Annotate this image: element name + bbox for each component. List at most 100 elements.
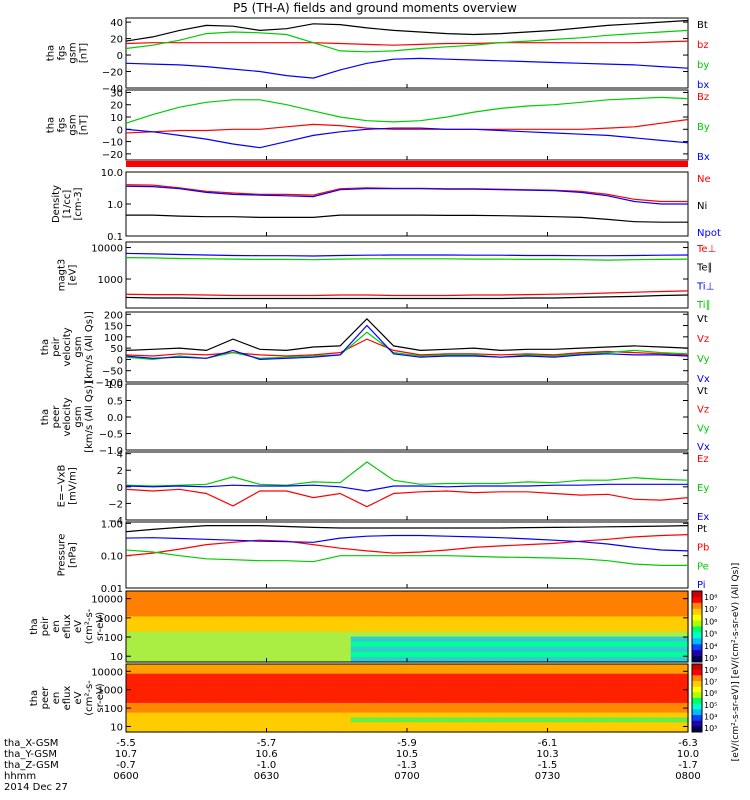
y-axis-label: (cm²-s-	[84, 680, 95, 716]
heatmap-cell	[308, 621, 324, 628]
heatmap-cell	[435, 722, 450, 728]
heatmap-cell	[505, 688, 521, 694]
heatmap-cell	[182, 591, 197, 597]
heatmap-cell	[182, 673, 197, 680]
heatmap-cell	[477, 727, 492, 733]
heatmap-cell	[280, 664, 296, 670]
heatmap-cell	[224, 668, 240, 675]
heatmap-cell	[210, 727, 225, 733]
y-tick-label: 2	[117, 466, 123, 477]
heatmap-cell	[336, 698, 352, 704]
heatmap-cell	[463, 683, 478, 689]
heatmap-cell	[182, 727, 197, 733]
heatmap-cell	[674, 616, 689, 623]
heatmap-cell	[674, 664, 689, 670]
y-axis-label: [nPa]	[68, 542, 79, 568]
heatmap-cell	[182, 606, 197, 612]
heatmap-cell	[561, 611, 577, 617]
heatmap-cell	[294, 626, 310, 633]
heatmap-cell	[659, 621, 675, 628]
heatmap-cell	[505, 651, 521, 658]
heatmap-cell	[645, 631, 661, 638]
heatmap-cell	[589, 606, 605, 612]
heatmap-cell	[224, 641, 240, 648]
heatmap-cell	[182, 651, 197, 658]
heatmap-cell	[392, 601, 408, 607]
heatmap-cell	[294, 591, 310, 597]
heatmap-cell	[238, 712, 254, 719]
heatmap-cell	[196, 601, 211, 607]
heatmap-cell	[154, 688, 169, 694]
heatmap-cell	[266, 712, 282, 719]
x-tick-label: -6.3	[678, 738, 698, 749]
heatmap-cell	[491, 707, 506, 714]
heatmap-cell	[182, 656, 197, 663]
heatmap-cell	[210, 631, 225, 638]
heatmap-cell	[364, 722, 380, 728]
heatmap-cell	[196, 591, 211, 597]
heatmap-cell	[364, 707, 380, 714]
heatmap-cell	[224, 707, 240, 714]
y-axis-label: sr-eV)	[95, 683, 106, 712]
heatmap-cell	[182, 678, 197, 685]
heatmap-cell	[266, 626, 282, 633]
heatmap-cell	[210, 601, 225, 607]
heatmap-cell	[407, 606, 422, 612]
series-line	[125, 57, 689, 79]
heatmap-cell	[252, 722, 268, 728]
heatmap-cell	[266, 683, 282, 689]
heatmap-cell	[533, 717, 549, 723]
y-tick-label: 30	[110, 88, 123, 99]
heatmap-cell	[603, 717, 619, 723]
heatmap-cell	[294, 722, 310, 728]
heatmap-cell	[561, 596, 577, 602]
heatmap-cell	[336, 636, 352, 643]
heatmap-cell	[449, 683, 464, 689]
heatmap-cell	[449, 688, 464, 694]
heatmap-cell	[589, 631, 605, 638]
heatmap-cell	[589, 611, 605, 617]
heatmap-cell	[491, 673, 506, 680]
heatmap-cell	[210, 621, 225, 628]
heatmap-cell	[477, 717, 492, 723]
heatmap-cell	[350, 611, 366, 617]
heatmap-cell	[603, 707, 619, 714]
colorbar-segment	[692, 644, 702, 651]
heatmap-cell	[659, 591, 675, 597]
heatmap-cell	[547, 664, 563, 670]
y-tick-label: −40	[102, 84, 123, 95]
y-axis-label: eV	[73, 620, 84, 633]
heatmap-cell	[589, 683, 605, 689]
x-tick-label: 0700	[394, 771, 419, 782]
heatmap-cell	[407, 683, 422, 689]
heatmap-cell	[196, 621, 211, 628]
heatmap-cell	[435, 631, 450, 638]
heatmap-cell	[294, 616, 310, 623]
heatmap-cell	[126, 712, 141, 719]
heatmap-cell	[449, 611, 464, 617]
heatmap-cell	[463, 707, 478, 714]
heatmap-cell	[435, 698, 450, 704]
panel-frame	[125, 521, 689, 589]
heatmap-cell	[449, 616, 464, 623]
heatmap-cell	[645, 668, 661, 675]
heatmap-cell	[154, 683, 169, 689]
heatmap-cell	[336, 601, 352, 607]
y-tick-label: 100	[104, 633, 123, 644]
heatmap-cell	[364, 611, 380, 617]
heatmap-cell	[210, 698, 225, 704]
heatmap-cell	[238, 698, 254, 704]
heatmap-cell	[603, 636, 619, 643]
heatmap-cell	[631, 641, 647, 648]
y-axis-label: eflux	[62, 686, 73, 711]
heatmap-cell	[182, 631, 197, 638]
heatmap-cell	[336, 688, 352, 694]
heatmap-cell	[168, 707, 183, 714]
panel-frame	[125, 171, 689, 237]
heatmap-cell	[392, 693, 408, 699]
heatmap-cell	[266, 722, 282, 728]
heatmap-cell	[617, 651, 633, 658]
heatmap-cell	[308, 616, 324, 623]
heatmap-cell	[266, 656, 282, 663]
heatmap-cell	[449, 601, 464, 607]
